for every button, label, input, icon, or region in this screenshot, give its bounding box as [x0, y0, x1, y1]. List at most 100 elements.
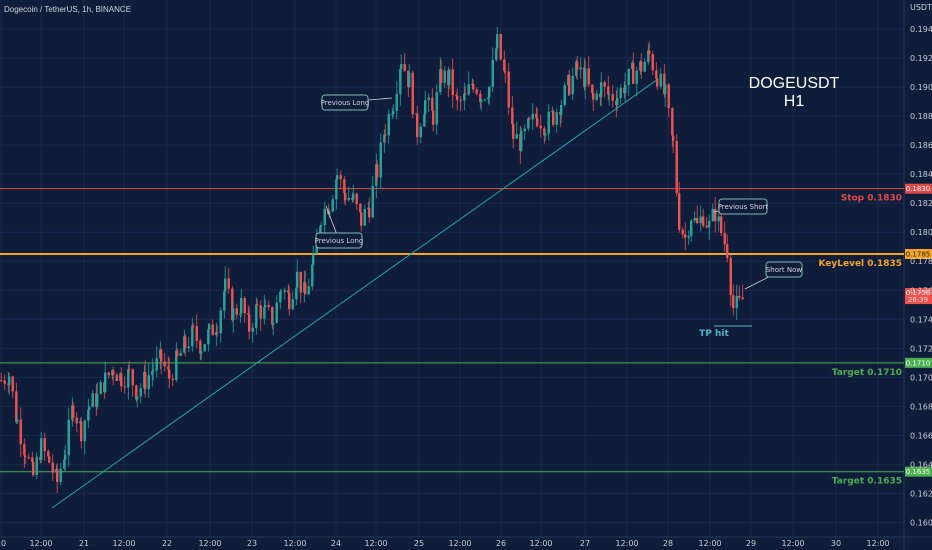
candle-body [48, 456, 51, 463]
candle-body [448, 69, 451, 86]
candle-body [288, 292, 291, 310]
candle-body [696, 218, 699, 224]
candle-body [675, 140, 678, 194]
candle-body [120, 373, 123, 387]
level-price-tag [905, 183, 932, 194]
candle-body [275, 302, 278, 323]
candle-body [690, 220, 693, 236]
candle-body [24, 455, 27, 458]
candle-body [459, 99, 462, 101]
candle-body [135, 385, 138, 400]
candle-body [523, 128, 526, 132]
time-axis[interactable]: 20 12:00 21 12:00 22 12:00 23 12:00 24 12:00 25 12:… [0, 539, 890, 548]
candle-body [27, 457, 30, 459]
candle-body [584, 68, 587, 87]
short-now-callout-text: Short Now [766, 266, 803, 274]
short-now-callout-box [765, 261, 803, 278]
candle-body [495, 48, 498, 60]
candle-body [336, 175, 339, 180]
candle-body [655, 70, 658, 79]
candle-body [155, 358, 158, 371]
candle-body [16, 419, 19, 422]
candle-body [32, 461, 35, 475]
candle-body [203, 344, 206, 352]
candle-body [515, 134, 518, 139]
candle-body [531, 113, 534, 120]
level-price-tag-text: 0.1635 [906, 468, 931, 476]
candle-body [167, 366, 170, 370]
candle-body [693, 218, 696, 221]
candle-body [717, 216, 720, 222]
time-tick-label: 23 [247, 539, 257, 548]
candle-body [216, 332, 219, 334]
candle-body [264, 305, 267, 307]
horizontal-levels[interactable]: Stop 0.1830 0.1830 KeyLevel 0.1835 0.1785 Ta… [0, 183, 932, 487]
candle-body [235, 308, 238, 315]
candle-body [463, 93, 466, 101]
candle-body [323, 208, 326, 226]
candle-body [319, 226, 322, 239]
candle-body [304, 282, 307, 295]
uptrend-line[interactable] [51, 79, 658, 509]
candle-body [127, 369, 130, 388]
candle-body [19, 419, 22, 445]
candle-body [23, 444, 26, 456]
candle-body [176, 350, 179, 356]
candle-body [280, 291, 283, 293]
candle-body [328, 211, 331, 215]
candle-body [711, 209, 714, 221]
candle-body [99, 382, 102, 394]
trendline[interactable] [51, 79, 658, 509]
level-price-tag [905, 357, 932, 368]
candle-body [360, 212, 363, 226]
candle-body [96, 393, 99, 407]
candle-body [595, 93, 598, 100]
candle-body [279, 291, 282, 303]
candle-body [632, 62, 635, 84]
candle-body [726, 244, 729, 258]
candle-body [223, 291, 226, 311]
candle-body [571, 75, 574, 95]
candle-body [455, 95, 458, 97]
candle-body [263, 306, 266, 319]
time-tick-label: 29 [746, 539, 756, 548]
previous-short-callout-box [718, 198, 768, 215]
candle-body [416, 113, 419, 137]
pair-overlay: DOGEUSDT [749, 75, 840, 92]
candle-body [31, 457, 34, 462]
candle-body [307, 286, 310, 295]
candle-body [427, 97, 430, 101]
candle-body [535, 113, 538, 118]
candle-body [503, 59, 506, 72]
time-tick-label: 12:00 [283, 539, 306, 548]
candle-body [271, 307, 274, 325]
candle-body [464, 93, 467, 95]
candle-body [255, 304, 258, 328]
candle-body [488, 86, 491, 98]
candle-body [684, 234, 687, 238]
candles [0, 27, 744, 493]
candle-body [152, 370, 155, 372]
candle-body [643, 61, 646, 72]
candle-body [247, 313, 250, 315]
candle-body [339, 175, 342, 180]
tp-hit-label: TP hit [699, 329, 729, 339]
candle-body [47, 451, 50, 457]
candle-body [51, 462, 54, 473]
candle-body [191, 325, 194, 347]
time-tick-label: 12:00 [866, 539, 889, 548]
candle-body [659, 73, 662, 87]
candle-body [199, 340, 202, 354]
candle-body [456, 95, 459, 100]
candle-body [423, 114, 426, 127]
